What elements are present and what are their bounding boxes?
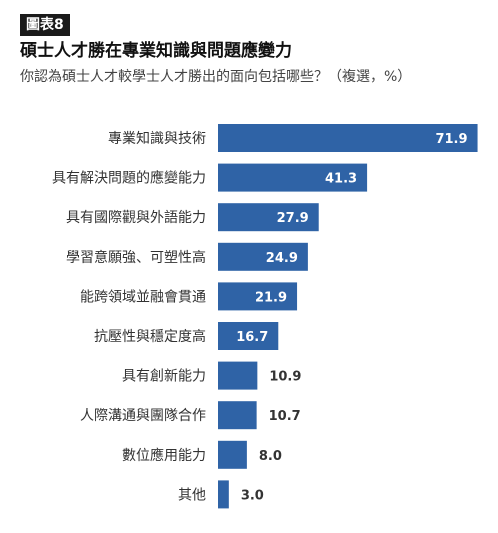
category-label: 能跨領域並融會貫通 bbox=[80, 288, 206, 305]
value-label: 10.7 bbox=[269, 409, 301, 424]
category-label: 具有國際觀與外語能力 bbox=[66, 210, 206, 226]
category-label: 學習意願強、可塑性高 bbox=[66, 249, 206, 266]
bar bbox=[218, 440, 247, 469]
bar bbox=[218, 242, 308, 271]
bar bbox=[218, 163, 368, 192]
bar bbox=[218, 282, 298, 311]
figure-tag: 圖表8 bbox=[20, 14, 70, 36]
bar bbox=[218, 361, 258, 390]
value-label: 10.9 bbox=[269, 370, 301, 385]
category-label: 具有創新能力 bbox=[122, 369, 206, 385]
value-label: 16.7 bbox=[236, 330, 268, 345]
chart-subtitle: 你認為碩士人才較學士人才勝出的面向包括哪些？（複選，%） bbox=[20, 69, 412, 85]
chart-title: 碩士人才勝在專業知識與問題應變力 bbox=[20, 41, 292, 61]
category-label: 具有解決問題的應變能力 bbox=[52, 170, 206, 187]
bar bbox=[218, 480, 229, 509]
category-label: 數位應用能力 bbox=[122, 447, 206, 464]
bar bbox=[218, 124, 478, 152]
category-label: 人際溝通與團隊合作 bbox=[80, 408, 206, 424]
category-label: 專業知識與技術 bbox=[108, 130, 206, 147]
category-label: 其他 bbox=[178, 487, 206, 503]
bar bbox=[218, 322, 279, 350]
value-label: 27.9 bbox=[277, 211, 309, 226]
value-label: 21.9 bbox=[255, 290, 287, 305]
value-label: 3.0 bbox=[241, 488, 264, 503]
bar bbox=[218, 203, 319, 232]
value-label: 71.9 bbox=[435, 132, 467, 147]
value-label: 8.0 bbox=[259, 449, 282, 464]
value-label: 24.9 bbox=[266, 251, 298, 266]
category-label: 抗壓性與穩定度高 bbox=[94, 328, 206, 345]
value-label: 41.3 bbox=[325, 172, 357, 187]
bar bbox=[218, 401, 257, 430]
